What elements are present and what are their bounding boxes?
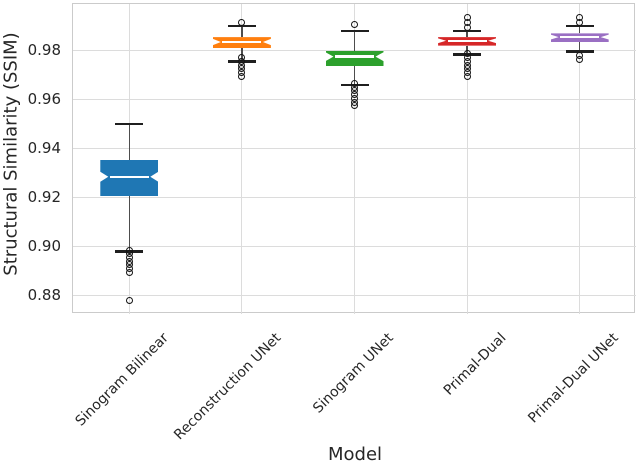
upper-whisker — [128, 124, 131, 160]
y-tick-label: 0.88 — [27, 285, 61, 304]
median-line — [447, 39, 487, 42]
median-line — [335, 55, 374, 58]
upper-cap — [340, 29, 369, 33]
outlier-point — [576, 55, 584, 63]
outlier-point — [463, 72, 471, 80]
upper-whisker — [578, 26, 581, 34]
upper-whisker — [466, 30, 468, 38]
x-tick-label: Reconstruction UNet — [171, 330, 285, 444]
y-axis-label: Structural Similarity (SSIM) — [0, 32, 22, 276]
outlier-point — [351, 21, 358, 29]
lower-whisker — [128, 196, 131, 252]
x-tick-label: Primal-Dual — [440, 330, 510, 399]
gridline-vertical — [241, 4, 243, 314]
outlier-point — [125, 297, 133, 305]
x-axis-label: Model — [327, 444, 383, 465]
upper-cap — [115, 122, 144, 126]
median-line — [560, 35, 600, 39]
y-tick-label: 0.92 — [27, 187, 61, 206]
y-tick-label: 0.90 — [27, 236, 61, 255]
box — [100, 159, 159, 197]
upper-cap — [565, 24, 594, 28]
x-tick-label: Sinogram Bilinear — [72, 330, 172, 430]
x-tick-label: Primal-Dual UNet — [525, 330, 623, 427]
outlier-point — [576, 18, 584, 26]
outlier-point — [238, 72, 246, 80]
box — [325, 50, 384, 67]
y-tick-label: 0.94 — [27, 138, 61, 157]
y-tick-label: 0.98 — [27, 40, 61, 59]
outlier-point — [125, 268, 133, 276]
upper-cap — [227, 24, 256, 28]
median-line — [222, 40, 262, 44]
gridline-vertical — [579, 4, 581, 314]
lower-whisker — [353, 66, 356, 85]
median-line — [109, 175, 149, 178]
upper-whisker — [353, 30, 356, 51]
y-tick-label: 0.96 — [27, 89, 61, 108]
gridline-vertical — [354, 4, 355, 314]
upper-whisker — [241, 26, 243, 38]
plot-area — [72, 3, 636, 314]
x-tick-label: Sinogram UNet — [310, 330, 397, 417]
lower-whisker — [578, 41, 581, 52]
gridline-vertical — [466, 4, 468, 314]
outlier-point — [351, 102, 358, 110]
upper-cap — [453, 29, 482, 33]
outlier-point — [238, 18, 246, 26]
lower-cap — [565, 50, 594, 54]
outlier-point — [463, 23, 471, 31]
